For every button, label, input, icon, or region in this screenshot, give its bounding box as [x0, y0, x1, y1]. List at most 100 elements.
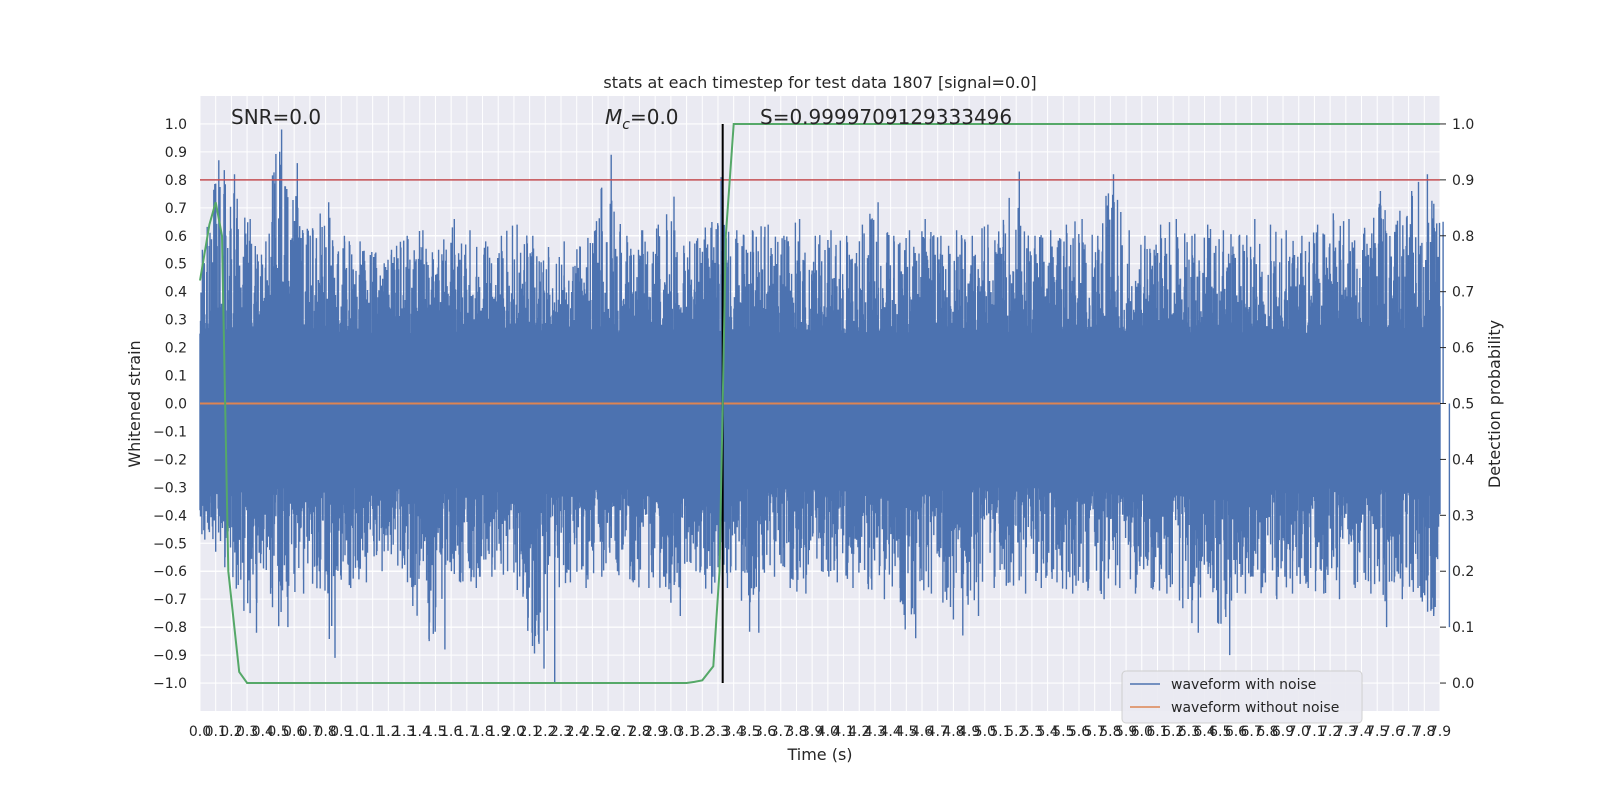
- x-tick-label: 1.5: [424, 724, 446, 740]
- y-axis-title-left: Whitened strain: [125, 340, 144, 467]
- x-tick-label: 5.0: [974, 724, 996, 740]
- x-tick-label: 5.9: [1115, 724, 1137, 740]
- x-axis-title: Time (s): [786, 745, 852, 764]
- y-tick-label: 0.7: [165, 201, 187, 217]
- y-right-tick-label: 0.0: [1452, 676, 1474, 692]
- y-tick-label: 0.2: [165, 341, 187, 357]
- y-tick-label: 0.0: [165, 397, 187, 413]
- x-tick-label: 6.9: [1272, 724, 1294, 740]
- y-right-tick-label: 0.5: [1452, 397, 1474, 413]
- x-tick-label: 1.3: [393, 724, 415, 740]
- x-tick-label: 4.4: [880, 724, 902, 740]
- legend: waveform with noise waveform without noi…: [1121, 670, 1363, 724]
- y-tick-label: −0.4: [153, 508, 187, 524]
- x-tick-label: 2.4: [566, 724, 588, 740]
- legend-label-waveform-with-noise: waveform with noise: [1171, 677, 1316, 693]
- x-tick-label: 4.0: [817, 724, 839, 740]
- y-right-tick-label: 0.3: [1452, 508, 1474, 524]
- x-tick-label: 7.3: [1335, 724, 1357, 740]
- x-tick-label: 4.7: [927, 724, 949, 740]
- x-tick-label: 0.2: [220, 724, 242, 740]
- x-tick-label: 0.8: [314, 724, 336, 740]
- detection-probability-line: [199, 123, 1440, 684]
- y-tick-label: −0.9: [153, 648, 187, 664]
- x-tick-label: 7.9: [1429, 724, 1451, 740]
- series-waveform-with-noise: [199, 129, 1451, 683]
- x-tick-label: 0.3: [236, 724, 258, 740]
- y-tick-label: 0.8: [165, 173, 187, 189]
- y-tick-label: 1.0: [165, 117, 187, 133]
- x-tick-label: 7.0: [1288, 724, 1310, 740]
- x-tick-label: 4.3: [864, 724, 886, 740]
- y-tick-labels-right: 1.0 0.9 0.8 0.7 0.6 0.5 0.4 0.3 0.2 0.1 0.0: [1440, 117, 1474, 692]
- y-tick-label: −0.5: [153, 536, 187, 552]
- x-tick-label: 6.6: [1225, 724, 1247, 740]
- y-tick-label: 0.4: [165, 285, 187, 301]
- x-tick-label: 4.6: [911, 724, 933, 740]
- x-tick-label: 1.7: [456, 724, 478, 740]
- x-tick-label: 0.1: [205, 724, 227, 740]
- y-tick-label: −1.0: [153, 676, 187, 692]
- x-tick-label: 7.1: [1303, 724, 1325, 740]
- y-right-tick-label: 0.7: [1452, 285, 1474, 301]
- x-tick-label: 2.1: [518, 724, 540, 740]
- x-tick-label: 2.5: [581, 724, 603, 740]
- y-tick-label: 0.9: [165, 145, 187, 161]
- x-tick-label: 3.9: [801, 724, 823, 740]
- y-right-tick-label: 0.6: [1452, 341, 1474, 357]
- x-tick-label: 0.9: [330, 724, 352, 740]
- y-tick-label: −0.6: [153, 564, 187, 580]
- y-tick-label: 0.5: [165, 257, 187, 273]
- waveform-with-noise-line: [199, 129, 1451, 683]
- chirp-mass-subscript: c: [622, 117, 630, 133]
- y-tick-label: −0.7: [153, 592, 187, 608]
- x-tick-label: 0.7: [299, 724, 321, 740]
- x-tick-label: 2.0: [503, 724, 525, 740]
- x-tick-label: 1.9: [487, 724, 509, 740]
- x-tick-label: 3.8: [785, 724, 807, 740]
- x-tick-label: 3.6: [754, 724, 776, 740]
- x-tick-label: 3.5: [738, 724, 760, 740]
- x-tick-label: 6.8: [1256, 724, 1278, 740]
- x-tick-label: 2.2: [534, 724, 556, 740]
- x-tick-label: 4.1: [832, 724, 854, 740]
- x-tick-label: 6.1: [1146, 724, 1168, 740]
- x-tick-label: 3.4: [723, 724, 745, 740]
- x-tick-label: 7.7: [1397, 724, 1419, 740]
- legend-box: [1121, 670, 1363, 724]
- x-tick-label: 3.2: [691, 724, 713, 740]
- x-tick-label: 5.1: [989, 724, 1011, 740]
- x-tick-label: 6.7: [1241, 724, 1263, 740]
- x-tick-label: 5.6: [1068, 724, 1090, 740]
- y-right-tick-label: 0.4: [1452, 452, 1474, 468]
- x-tick-label: 4.5: [895, 724, 917, 740]
- chirp-mass-annotation: Mc=0.0: [605, 105, 679, 133]
- snr-annotation: SNR=0.0: [231, 105, 321, 129]
- y-tick-label: 0.1: [165, 369, 187, 385]
- y-tick-label: 0.6: [165, 229, 187, 245]
- y-right-tick-label: 0.1: [1452, 620, 1474, 636]
- x-tick-label: 6.2: [1162, 724, 1184, 740]
- x-tick-label: 1.8: [471, 724, 493, 740]
- x-tick-label: 5.3: [1021, 724, 1043, 740]
- x-tick-label: 5.5: [1052, 724, 1074, 740]
- x-tick-label: 0.0: [189, 724, 211, 740]
- x-tick-label: 7.6: [1382, 724, 1404, 740]
- x-tick-label: 7.8: [1413, 724, 1435, 740]
- x-tick-label: 3.1: [675, 724, 697, 740]
- x-tick-label: 5.7: [1084, 724, 1106, 740]
- y-tick-label: −0.8: [153, 620, 187, 636]
- x-tick-label: 3.7: [770, 724, 792, 740]
- chart-title: stats at each timestep for test data 180…: [603, 73, 1036, 92]
- x-tick-label: 3.3: [707, 724, 729, 740]
- x-tick-label: 7.2: [1319, 724, 1341, 740]
- x-tick-label: 5.4: [1036, 724, 1058, 740]
- x-tick-label: 7.4: [1350, 724, 1372, 740]
- chirp-mass-value: =0.0: [630, 105, 679, 129]
- x-tick-label: 6.0: [1131, 724, 1153, 740]
- score-annotation: S=0.9999709129333496: [760, 105, 1012, 129]
- x-tick-label: 1.0: [346, 724, 368, 740]
- x-tick-label: 7.5: [1366, 724, 1388, 740]
- x-tick-label: 4.9: [958, 724, 980, 740]
